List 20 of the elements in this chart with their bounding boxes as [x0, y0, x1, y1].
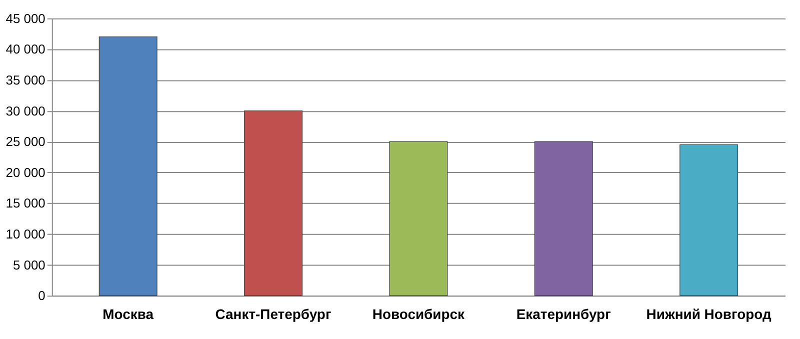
- bar: [680, 144, 738, 296]
- x-tick-label: Нижний Новгород: [646, 306, 772, 322]
- y-tick-label: 45 000: [6, 10, 46, 26]
- x-tick-label: Санкт-Петербург: [215, 306, 332, 322]
- y-tick-label: 5 000: [12, 257, 46, 272]
- y-tick-label: 40 000: [6, 42, 46, 57]
- y-tick-label: 10 000: [6, 226, 46, 242]
- y-tick-label: 20 000: [6, 164, 46, 180]
- y-tick-label: 25 000: [6, 134, 46, 150]
- bar: [389, 141, 448, 296]
- bar: [98, 36, 158, 296]
- x-tick-label: Москва: [102, 306, 154, 322]
- x-tick-label: Екатеринбург: [516, 306, 612, 322]
- y-tick-label: 30 000: [6, 103, 46, 118]
- x-tick-label: Новосибирск: [372, 306, 465, 322]
- bar: [244, 110, 302, 296]
- y-tick-label: 35 000: [6, 72, 46, 88]
- y-tick-label: 15 000: [6, 196, 46, 211]
- bar: [534, 141, 593, 296]
- y-tick-label: 0: [38, 288, 46, 304]
